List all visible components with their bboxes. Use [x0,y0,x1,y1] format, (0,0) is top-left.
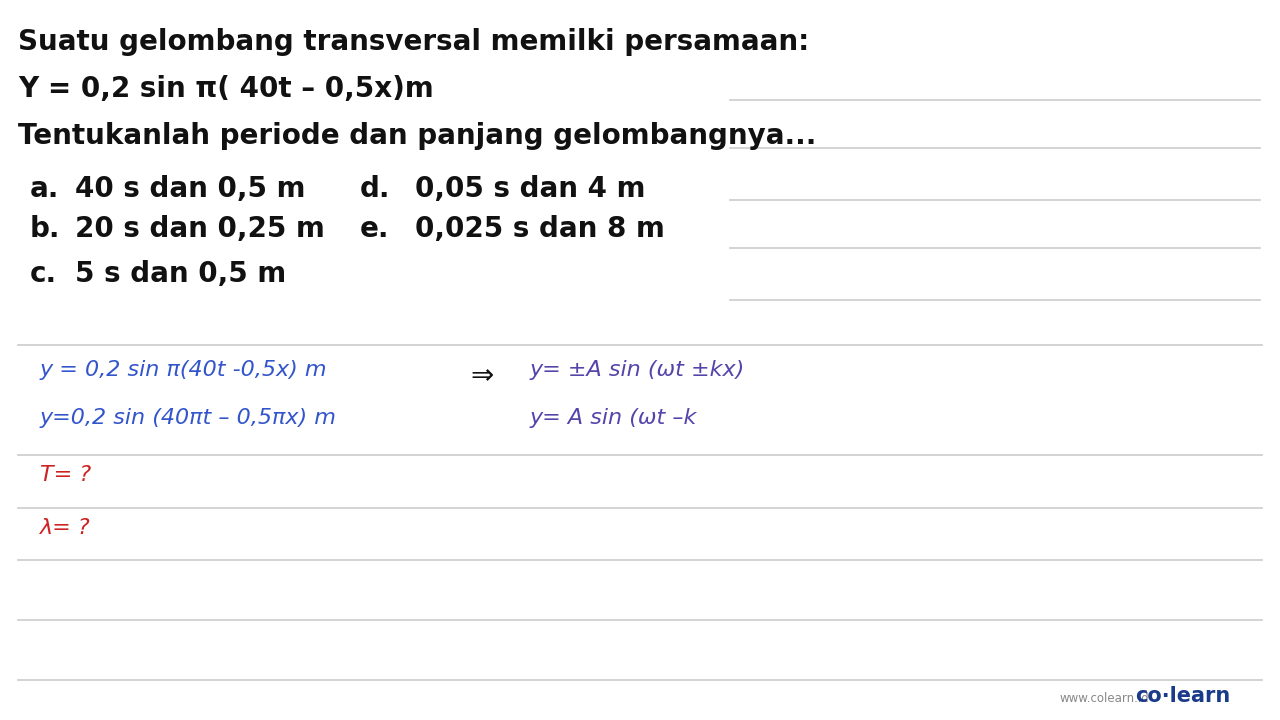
Text: y= ±A sin (ωt ±kx): y= ±A sin (ωt ±kx) [530,360,745,380]
Text: Y = 0,2 sin π( 40t – 0,5x)m: Y = 0,2 sin π( 40t – 0,5x)m [18,75,434,103]
Text: y = 0,2 sin π(40t -0,5x) m: y = 0,2 sin π(40t -0,5x) m [40,360,328,380]
Text: d.: d. [360,175,390,203]
Text: y=0,2 sin (40πt – 0,5πx) m: y=0,2 sin (40πt – 0,5πx) m [40,408,337,428]
Text: 0,025 s dan 8 m: 0,025 s dan 8 m [415,215,664,243]
Text: 5 s dan 0,5 m: 5 s dan 0,5 m [76,260,287,288]
Text: 0,05 s dan 4 m: 0,05 s dan 4 m [415,175,645,203]
Text: a.: a. [29,175,59,203]
Text: λ= ?: λ= ? [40,518,91,538]
Text: www.colearn.id: www.colearn.id [1060,692,1149,705]
Text: Suatu gelombang transversal memilki persamaan:: Suatu gelombang transversal memilki pers… [18,28,809,56]
Text: co·learn: co·learn [1135,686,1230,706]
Text: 40 s dan 0,5 m: 40 s dan 0,5 m [76,175,306,203]
Text: T= ?: T= ? [40,465,91,485]
Text: 20 s dan 0,25 m: 20 s dan 0,25 m [76,215,325,243]
Text: e.: e. [360,215,389,243]
Text: b.: b. [29,215,60,243]
Text: y= A sin (ωt –k: y= A sin (ωt –k [530,408,698,428]
Text: c.: c. [29,260,58,288]
Text: ⇒: ⇒ [470,362,493,390]
Text: Tentukanlah periode dan panjang gelombangnya...: Tentukanlah periode dan panjang gelomban… [18,122,817,150]
